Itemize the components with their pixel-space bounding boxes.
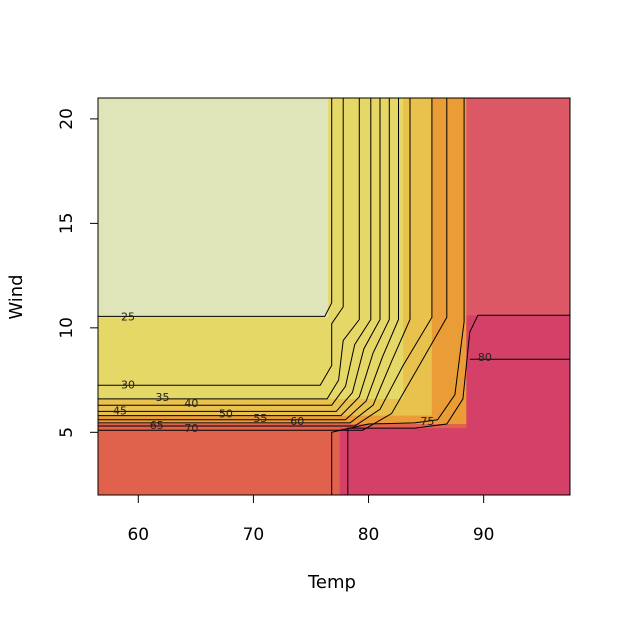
contour-line-65-8 — [98, 98, 433, 427]
contour-line-80-11 — [347, 314, 570, 495]
x-tick-label-60: 60 — [127, 525, 149, 545]
filled-regions — [98, 98, 570, 495]
contour-label-30: 30 — [121, 378, 135, 391]
contour-label-55: 55 — [253, 412, 267, 425]
contour-line-35-2 — [98, 98, 360, 400]
x-tick-label-90: 90 — [473, 525, 495, 545]
contour-lines — [98, 98, 570, 495]
contour-label-80: 80 — [478, 351, 492, 364]
contour-label-25: 25 — [121, 310, 135, 323]
y-tick-label-20: 20 — [57, 108, 77, 130]
region-pale-4 — [98, 98, 329, 318]
region-magenta-6 — [339, 428, 570, 495]
contour-line-25-0 — [98, 98, 333, 317]
contour-line-75-10 — [331, 98, 465, 495]
contour-labels: 25 30 35 40 45 50 55 60 65 70 75 80 — [113, 310, 492, 435]
region-red-5 — [466, 98, 570, 316]
contour-label-70: 70 — [184, 422, 198, 435]
contour-line-70-9 — [98, 98, 448, 431]
x-tick-label-70: 70 — [243, 525, 265, 545]
contour-label-75: 75 — [420, 415, 434, 428]
contour-label-45: 45 — [113, 404, 127, 417]
y-tick-label-15: 15 — [57, 213, 77, 235]
contour-label-40: 40 — [184, 397, 198, 410]
contour-line-55-6 — [98, 98, 399, 421]
contour-label-60: 60 — [290, 415, 304, 428]
contour-line-40-3 — [98, 98, 372, 406]
contour-label-50: 50 — [219, 408, 233, 421]
contour-line-30-1 — [98, 98, 344, 386]
x-tick-label-80: 80 — [358, 525, 380, 545]
y-axis-title: Wind — [6, 274, 27, 319]
contour-line-60-7 — [98, 98, 411, 424]
x-axis: 60 70 80 90 — [127, 494, 495, 545]
x-axis-title: Temp — [307, 572, 356, 593]
region-magenta-7 — [466, 315, 570, 429]
y-axis: 5 10 15 20 — [57, 108, 99, 438]
y-tick-label-5: 5 — [57, 427, 77, 438]
contour-line-45-4 — [98, 98, 381, 412]
contour-label-65: 65 — [150, 419, 164, 432]
y-tick-label-10: 10 — [57, 317, 77, 339]
contour-line-50-5 — [98, 98, 390, 417]
contour-label-35: 35 — [156, 391, 170, 404]
